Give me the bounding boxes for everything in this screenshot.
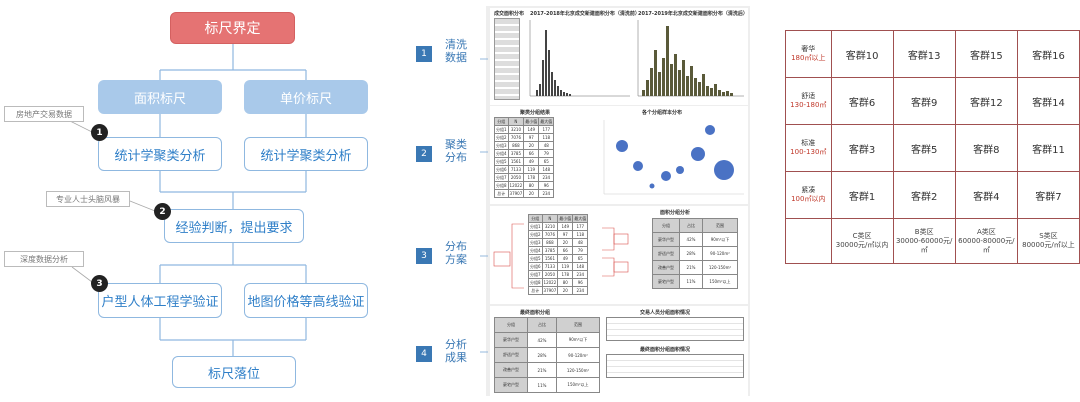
matrix-cell: 客群3 <box>830 124 894 172</box>
matrix-cell: 客群10 <box>830 30 894 78</box>
matrix-cell: 客群12 <box>954 77 1018 125</box>
row-header-luxury: 奢华 180㎡以上 <box>785 30 832 78</box>
experience-judgment-node: 经验判断，提出要求 <box>164 209 304 243</box>
matrix-cell: 客群8 <box>954 124 1018 172</box>
step-2-number: 2 <box>416 146 432 162</box>
hist-after-cleaning <box>637 20 744 97</box>
cluster-table: 分组 N 最小值 最大值 分组1 3210 149 177 分组2 7076 97 118 分组3… <box>494 117 555 198</box>
badge-2: 2 <box>154 203 171 220</box>
area-scale-node: 面积标尺 <box>98 80 222 114</box>
area-group-table: 分组 占比 范围 豪华户型 42% 90m²以下 舒适户型 28% 90-120m² 改善户… <box>652 218 738 289</box>
step-3-label: 分布 方案 <box>445 240 467 266</box>
hist-before-cleaning <box>529 20 630 97</box>
row-header-comfort: 舒适 130-180㎡ <box>785 77 832 125</box>
panel-distribution-plan: 分组 N 最小值 最大值 分组1 3210 149 177 分组2 7076 97 118 分组3… <box>490 206 748 304</box>
panel1-hist2-title: 2017-2019年北京成交新建面积分布（清洗后） <box>638 11 748 17</box>
panel1-hist1-title: 2017-2018年北京成交新建面积分布（清洗前） <box>530 11 640 17</box>
panel2-table-title: 聚类分组结果 <box>520 110 551 116</box>
matrix-cell: 客群11 <box>1016 124 1080 172</box>
panel1-table-title: 成交面积分布 <box>494 11 525 17</box>
price-cluster-analysis-node: 统计学聚类分析 <box>244 137 368 171</box>
row-header-compact: 紧凑 100㎡以内 <box>785 171 832 219</box>
callout-expert-brainstorm: 专业人士头脑风暴 <box>46 191 130 207</box>
badge-1: 1 <box>91 124 108 141</box>
step-1-label: 清洗 数据 <box>445 38 467 64</box>
col-header-c: C类区 30000元/㎡以内 <box>830 218 894 264</box>
matrix-row-luxury: 奢华 180㎡以上 客群10 客群13 客群15 客群16 <box>785 30 1080 78</box>
bubble-chart <box>603 120 744 195</box>
matrix-cell: 客群5 <box>892 124 956 172</box>
badge-3: 3 <box>91 275 108 292</box>
panel-analysis-results: 最终面积分组 分组 占比 范围 豪华户型 42% 90m²以下 舒适户型 28% 90-12… <box>490 306 748 396</box>
matrix-cell: 客群6 <box>830 77 894 125</box>
matrix-corner <box>785 218 832 264</box>
step-2-label: 聚类 分布 <box>445 138 467 164</box>
col-header-s: S类区 80000元/㎡以上 <box>1016 218 1080 264</box>
matrix-cell: 客群16 <box>1016 30 1080 78</box>
col-header-a: A类区 60000-80000元/㎡ <box>954 218 1018 264</box>
scale-landing-node: 标尺落位 <box>172 356 296 388</box>
panel2-bubble-title: 各个分组样本分布 <box>642 110 683 116</box>
matrix-cell: 客群1 <box>830 171 894 219</box>
matrix-cell: 客群2 <box>892 171 956 219</box>
panel3-right-title: 面积分组分析 <box>660 210 691 216</box>
matrix-cell: 客群14 <box>1016 77 1080 125</box>
step-4-number: 4 <box>416 346 432 362</box>
matrix-row-standard: 标准 100-130㎡ 客群3 客群5 客群8 客群11 <box>785 124 1080 172</box>
ergonomics-validation-node: 户型人体工程学验证 <box>98 283 222 318</box>
panel4-left-title: 最终面积分组 <box>520 310 551 316</box>
panel-data-cleaning: 成交面积分布 2017-2018年北京成交新建面积分布（清洗前） 2017-20… <box>490 8 748 105</box>
matrix-cell: 客群9 <box>892 77 956 125</box>
step-1-number: 1 <box>416 46 432 62</box>
row-header-standard: 标准 100-130㎡ <box>785 124 832 172</box>
panel1-table <box>494 18 520 100</box>
matrix-cell: 客群13 <box>892 30 956 78</box>
callout-deep-analysis: 深度数据分析 <box>4 251 84 267</box>
area-cluster-analysis-node: 统计学聚类分析 <box>98 137 222 171</box>
matrix-column-headers: C类区 30000元/㎡以内 B类区 30000-60000元/㎡ A类区 60000… <box>785 218 1080 264</box>
panel4-right-title2: 最终面积分组面积情况 <box>640 347 691 353</box>
step-4-label: 分析 成果 <box>445 338 467 364</box>
plan-cluster-table: 分组 N 最小值 最大值 分组1 3210 149 177 分组2 7076 97 118 分组3… <box>528 214 589 295</box>
matrix-row-compact: 紧凑 100㎡以内 客群1 客群2 客群4 客群7 <box>785 171 1080 219</box>
contour-validation-node: 地图价格等高线验证 <box>244 283 368 318</box>
matrix-cell: 客群4 <box>954 171 1018 219</box>
matrix-row-comfort: 舒适 130-180㎡ 客群6 客群9 客群12 客群14 <box>785 77 1080 125</box>
group-area-table-2 <box>606 354 744 378</box>
flow-connectors <box>69 44 307 356</box>
panel-cluster-distribution: 聚类分组结果 分组 N 最小值 最大值 分组1 3210 149 177 分组2 7076 97… <box>490 106 748 204</box>
plan-annotations <box>493 223 629 289</box>
matrix-cell: 客群7 <box>1016 171 1080 219</box>
group-area-table-1 <box>606 317 744 341</box>
callout-transaction-data: 房地产交易数据 <box>4 106 84 122</box>
unit-price-scale-node: 单价标尺 <box>244 80 368 114</box>
col-header-b: B类区 30000-60000元/㎡ <box>892 218 956 264</box>
final-area-table: 分组 占比 范围 豪华户型 42% 90m²以下 舒适户型 28% 90-120m² 改善户… <box>494 317 600 393</box>
customer-group-matrix: 奢华 180㎡以上 客群10 客群13 客群15 客群16 舒适 130-180㎡ … <box>785 30 1080 264</box>
scale-definition-node: 标尺界定 <box>170 12 295 44</box>
matrix-cell: 客群15 <box>954 30 1018 78</box>
panel4-right-title1: 交易人员分组面积情况 <box>640 310 691 316</box>
step-3-number: 3 <box>416 248 432 264</box>
step-connectors <box>480 58 488 353</box>
